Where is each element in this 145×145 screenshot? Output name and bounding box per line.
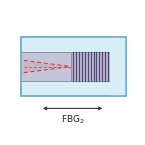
- Bar: [21, 52, 126, 81]
- Bar: [21, 38, 126, 96]
- Polygon shape: [24, 60, 71, 73]
- Text: FBG$_2$: FBG$_2$: [61, 113, 85, 126]
- Bar: [71, 52, 110, 81]
- Bar: [110, 38, 126, 96]
- Bar: [21, 38, 126, 96]
